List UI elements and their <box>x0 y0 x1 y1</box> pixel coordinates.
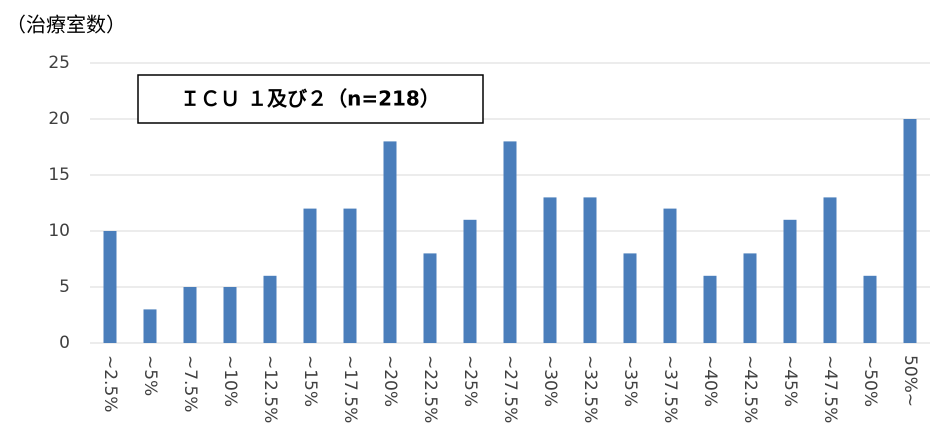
x-tick-label: ~22.5% <box>420 355 440 423</box>
bar <box>583 197 597 343</box>
y-tick-label: 0 <box>59 333 70 353</box>
bar <box>303 208 317 343</box>
y-tick-label: 15 <box>48 165 70 185</box>
bar <box>703 275 717 343</box>
x-tick-label: ~35% <box>620 355 640 407</box>
annotation: ＩＣＵ １及び２（n=218） <box>180 87 440 111</box>
x-tick-label: ~45% <box>780 355 800 407</box>
x-tick-label: ~7.5% <box>180 355 200 412</box>
plot-area: 0 5 10 15 20 25 ~2.5% ~5% ~7.5% ~10% ~12.5% ~15% ~17… <box>48 53 930 423</box>
bar <box>183 287 197 343</box>
bar <box>623 253 637 343</box>
bar <box>863 275 877 343</box>
bar <box>663 208 677 343</box>
annotation-box <box>137 74 484 124</box>
bar <box>263 275 277 343</box>
bar <box>743 253 757 343</box>
x-tick-label: ~5% <box>140 355 160 396</box>
x-tick-label: ~32.5% <box>580 355 600 423</box>
bar <box>463 219 477 343</box>
bar <box>223 287 237 343</box>
y-tick-label: 25 <box>48 53 70 73</box>
x-tick-label: ~15% <box>300 355 320 407</box>
x-tick-label: ~50% <box>860 355 880 407</box>
y-tick-label: 5 <box>59 277 70 297</box>
bar <box>103 231 117 343</box>
x-tick-label: 50%~ <box>900 355 920 407</box>
bar <box>423 253 437 343</box>
x-tick-label: ~37.5% <box>660 355 680 423</box>
bar <box>903 119 917 343</box>
bar <box>823 197 837 343</box>
x-tick-label: ~12.5% <box>260 355 280 423</box>
bar <box>343 208 357 343</box>
x-tick-label: ~2.5% <box>100 355 120 412</box>
x-tick-label: ~17.5% <box>340 355 360 423</box>
bar <box>383 141 397 343</box>
bar <box>543 197 557 343</box>
x-tick-label: ~25% <box>460 355 480 407</box>
x-tick-label: ~47.5% <box>820 355 840 423</box>
x-tick-label: ~30% <box>540 355 560 407</box>
y-tick-label: 10 <box>48 221 70 241</box>
bar <box>783 219 797 343</box>
y-tick-label: 20 <box>48 109 70 129</box>
bar <box>143 309 157 343</box>
x-tick-label: ~20% <box>380 355 400 407</box>
x-tick-label: ~40% <box>700 355 720 407</box>
y-axis-label: （治療室数） <box>6 13 126 37</box>
bar <box>503 141 517 343</box>
x-tick-label: ~42.5% <box>740 355 760 423</box>
x-tick-label: ~10% <box>220 355 240 407</box>
x-tick-label: ~27.5% <box>500 355 520 423</box>
